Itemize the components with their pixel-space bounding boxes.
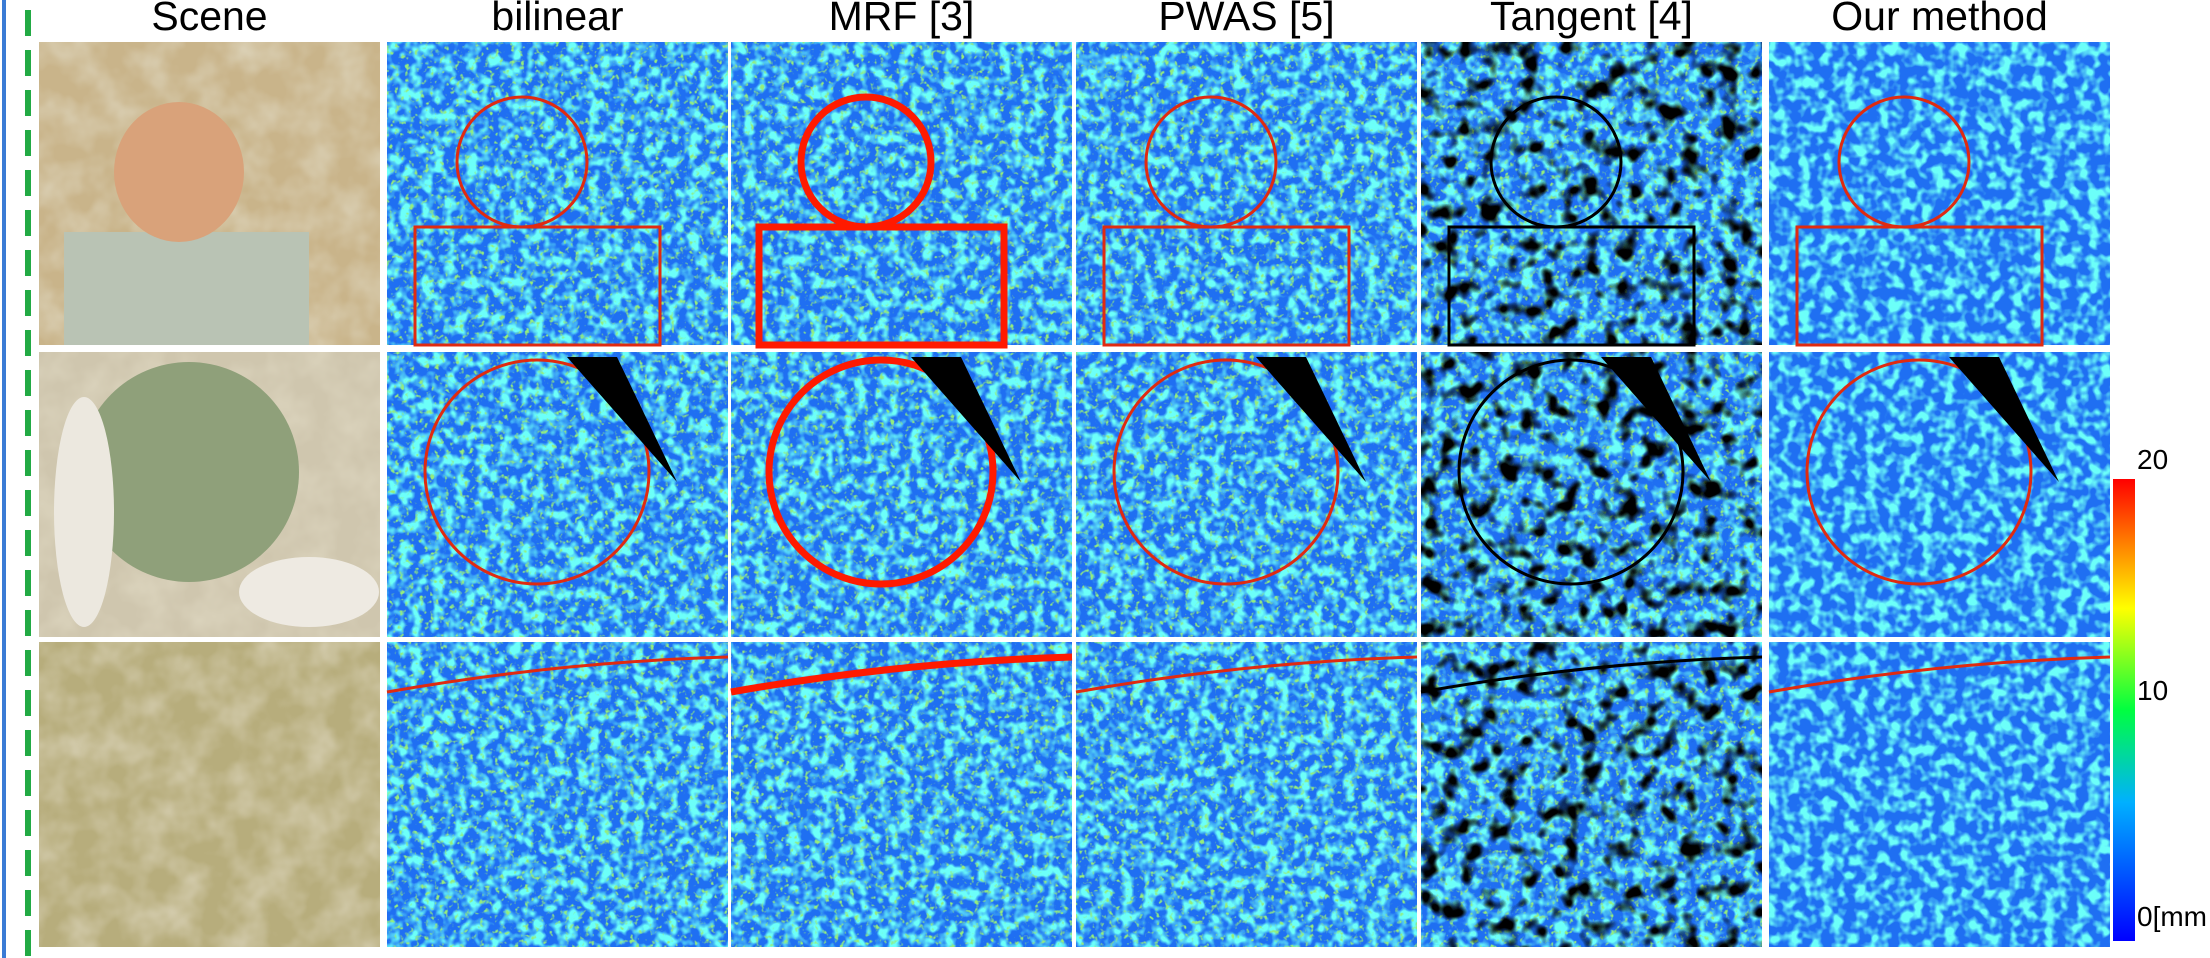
map-speck-fine <box>731 642 1072 947</box>
column-header: bilinear <box>491 0 623 39</box>
map-speck <box>1769 642 2110 947</box>
map-speck <box>1769 42 2110 345</box>
error-map <box>1421 352 1762 637</box>
colorbar <box>2113 479 2135 941</box>
error-map <box>387 42 728 345</box>
error-map <box>1076 42 1417 345</box>
error-map <box>731 42 1072 345</box>
error-map <box>1769 352 2110 637</box>
map-speck-fine <box>1076 642 1417 947</box>
map-speck-fine <box>731 352 1072 637</box>
map-speck-fine <box>387 642 728 947</box>
error-map <box>1421 42 1762 345</box>
map-dark <box>1421 642 1762 947</box>
pin <box>54 397 114 627</box>
colorbar-label: 10 <box>2137 675 2168 706</box>
scene-image <box>39 42 380 345</box>
column-header: PWAS [5] <box>1158 0 1334 39</box>
error-map <box>731 642 1072 947</box>
map-speck <box>1769 352 2110 637</box>
map-speck-fine <box>1076 352 1417 637</box>
scene-image <box>39 352 380 637</box>
error-map <box>731 352 1072 637</box>
doll <box>114 102 244 242</box>
page: Scene bilinear MRF [3] PWAS [5] Tangent [4] O… <box>0 0 2210 958</box>
colorbar-label: 0[mm <box>2137 901 2207 932</box>
error-map <box>1769 642 2110 947</box>
map-speck-fine <box>387 352 728 637</box>
column-header: Our method <box>1831 0 2048 39</box>
figure: Scene bilinear MRF [3] PWAS [5] Tangent [4] O… <box>0 0 2210 958</box>
error-map <box>1076 642 1417 947</box>
photo-texture <box>39 642 380 947</box>
column-header: Tangent [4] <box>1490 0 1693 39</box>
error-map <box>387 642 728 947</box>
scene-image <box>39 642 380 947</box>
map-dark <box>1421 42 1762 345</box>
error-map <box>1421 642 1762 947</box>
column-header: Scene <box>151 0 267 39</box>
map-speck-fine <box>731 42 1072 345</box>
box <box>64 232 309 345</box>
pin2 <box>239 557 379 627</box>
error-map <box>1769 42 2110 345</box>
error-map <box>1076 352 1417 637</box>
map-speck-fine <box>387 42 728 345</box>
map-dark <box>1421 352 1762 637</box>
colorbar-label: 20 <box>2137 444 2168 475</box>
map-speck-fine <box>1076 42 1417 345</box>
column-header: MRF [3] <box>829 0 975 39</box>
error-map <box>387 352 728 637</box>
